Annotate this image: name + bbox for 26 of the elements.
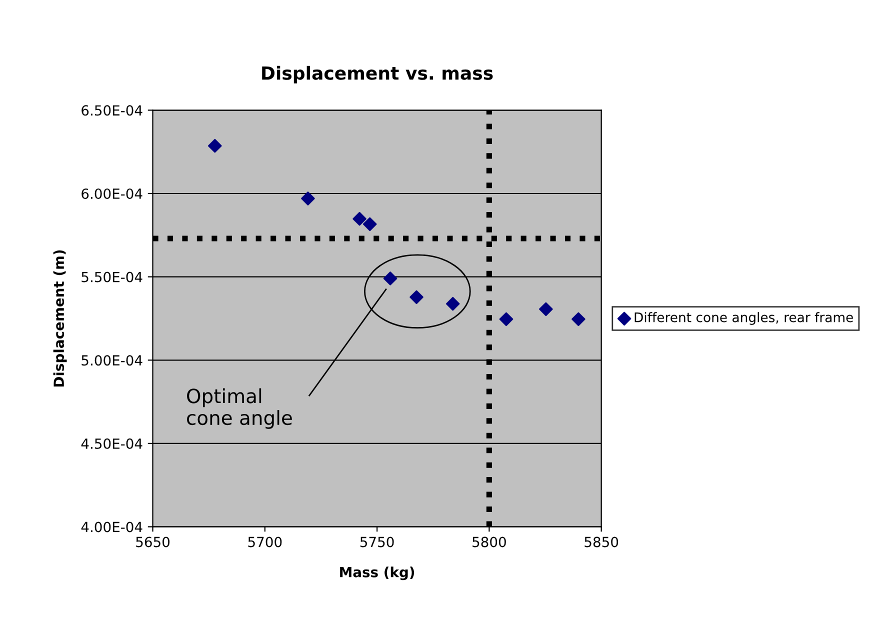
point [352,212,366,226]
point [499,312,514,326]
chart-title: Displacement vs. mass [262,66,493,84]
x-tick-label: 5650 [136,536,170,548]
point [383,272,398,286]
point [446,296,460,311]
y-tick-label: 4.00E-04 [81,522,142,532]
point [208,138,222,153]
point [410,290,424,304]
y-tick-label: 4.50E-04 [81,438,142,449]
point [362,217,377,232]
annotation: Optimal cone angle [187,388,292,429]
point [539,302,553,316]
y-axis-title: Displacement (m) [53,250,67,387]
x-tick-label: 5700 [248,536,282,548]
y-tick-label: 5.00E-04 [82,355,142,366]
x-tick-label: 5800 [472,536,506,548]
y-tick-label: 6.50E-04 [82,105,142,116]
point [301,192,315,206]
x-tick-label: 5850 [584,536,618,548]
x-axis-title: Mass (kg) [340,566,414,580]
y-tick-label: 6.00E-04 [82,188,142,199]
y-tick-label: 5.50E-04 [82,272,142,282]
point [572,312,586,326]
legend-label: Different cone angles, rear frame [634,312,853,325]
x-tick-label: 5750 [360,536,394,548]
